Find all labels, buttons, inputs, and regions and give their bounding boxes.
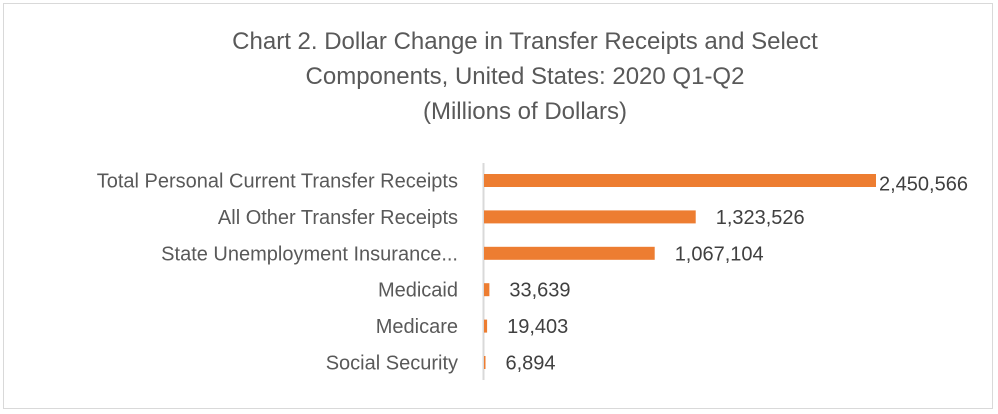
data-label: 2,450,566 bbox=[879, 174, 968, 196]
chart-title-line-2: Components, United States: 2020 Q1-Q2 bbox=[305, 63, 745, 90]
data-label: 33,639 bbox=[509, 280, 570, 302]
category-label: Total Personal Current Transfer Receipts bbox=[97, 171, 458, 193]
data-label: 1,323,526 bbox=[716, 207, 805, 229]
bar bbox=[484, 283, 490, 297]
bar bbox=[484, 210, 696, 224]
bar bbox=[484, 174, 876, 187]
chart-frame bbox=[3, 3, 993, 409]
category-label: State Unemployment Insurance... bbox=[161, 243, 458, 265]
category-label: Medicaid bbox=[378, 280, 458, 302]
bar bbox=[484, 356, 486, 369]
chart-title: Chart 2. Dollar Change in Transfer Recei… bbox=[0, 24, 998, 129]
category-label: Social Security bbox=[326, 353, 458, 375]
chart-title-line-1: Chart 2. Dollar Change in Transfer Recei… bbox=[232, 28, 818, 55]
bar bbox=[484, 319, 488, 333]
data-label: 1,067,104 bbox=[675, 243, 764, 265]
bar bbox=[484, 246, 655, 260]
category-label: All Other Transfer Receipts bbox=[218, 207, 458, 229]
category-label: Medicare bbox=[376, 316, 458, 338]
chart-title-line-3: (Millions of Dollars) bbox=[422, 98, 628, 125]
data-label: 6,894 bbox=[506, 353, 556, 375]
data-label: 19,403 bbox=[507, 316, 568, 338]
